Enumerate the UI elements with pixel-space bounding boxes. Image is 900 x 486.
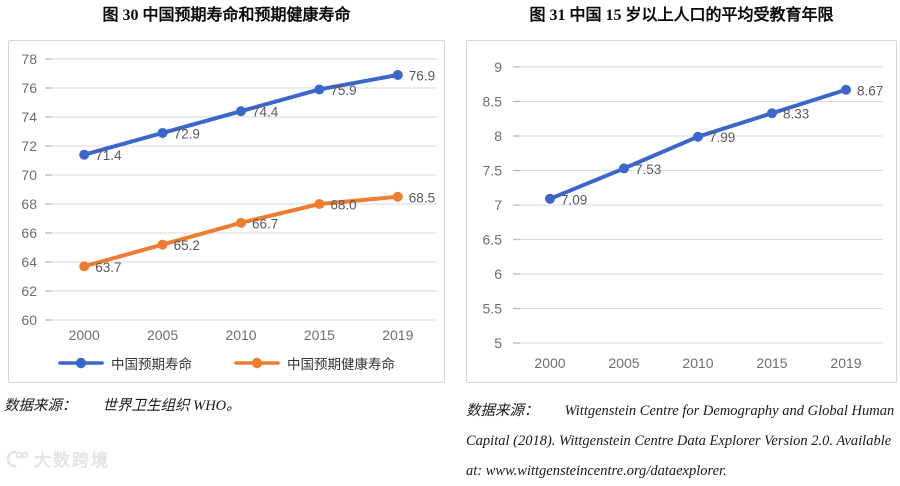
source-prefix: 数据来源： — [466, 403, 539, 419]
y-tick-label: 8.5 — [483, 94, 503, 110]
education-years-chart-frame: 9 8.5 8 7.5 7 6.5 6 5.5 5 2000 2005 2010 2015 2019 7.0… — [466, 40, 897, 383]
watermark-text: 大数跨境 — [34, 451, 110, 470]
source-prefix: 数据来源： — [4, 398, 77, 414]
data-point-label: 7.99 — [709, 130, 735, 145]
y-tick-label: 5 — [494, 335, 502, 351]
data-point-marker — [314, 84, 325, 95]
legend-item: 中国预期健康寿命 — [234, 353, 395, 373]
data-point-marker — [841, 84, 851, 95]
x-tick-label: 2015 — [756, 355, 787, 371]
watermark: 大数跨境 — [5, 446, 110, 471]
data-point-marker — [693, 131, 703, 142]
x-tick-label: 2015 — [304, 327, 335, 343]
data-point-label: 7.53 — [635, 162, 661, 177]
y-tick-label: 7 — [494, 197, 502, 213]
life-expectancy-line-chart: 78 76 74 72 70 68 66 64 62 60 2000 2005 2010 2015 2019… — [21, 51, 437, 343]
life-expectancy-chart-frame: 78 76 74 72 70 68 66 64 62 60 2000 2005 2010 2015 2019… — [8, 40, 445, 383]
source-text: 世界卫生组织 WHO。 — [102, 398, 241, 414]
data-point-marker — [314, 199, 325, 209]
data-point-label: 68.5 — [409, 190, 435, 205]
y-tick-label: 68 — [21, 196, 37, 212]
data-point-label: 76.9 — [409, 68, 435, 83]
data-point-marker — [767, 108, 777, 119]
x-tick-label: 2000 — [69, 327, 100, 343]
y-tick-label: 8 — [494, 128, 502, 144]
data-point-label: 72.9 — [174, 126, 200, 141]
figure-30: 图 30 中国预期寿命和预期健康寿命 78 76 74 72 70 68 66 64 62 60 2… — [4, 0, 445, 416]
figure-30-title: 图 30 中国预期寿命和预期健康寿命 — [102, 7, 351, 24]
y-tick-label: 70 — [21, 167, 37, 183]
figure-30-source: 数据来源： 世界卫生组织 WHO。 — [4, 396, 445, 416]
y-tick-label: 7.5 — [483, 163, 503, 179]
data-point-label: 68.0 — [330, 198, 356, 213]
data-point-label: 8.67 — [857, 83, 883, 98]
data-point-marker — [545, 193, 555, 204]
data-point-marker — [157, 239, 168, 250]
chart-legend: 中国预期寿命 中国预期健康寿命 — [9, 343, 444, 382]
data-point-marker — [619, 163, 629, 174]
y-tick-label: 64 — [21, 254, 37, 270]
data-point-marker — [236, 106, 246, 117]
legend-label: 中国预期寿命 — [111, 356, 192, 372]
y-tick-label: 76 — [21, 80, 37, 96]
x-tick-label: 2000 — [534, 355, 565, 371]
y-tick-label: 72 — [21, 138, 37, 154]
figure-31-source: 数据来源： Wittgenstein Centre for Demography … — [466, 396, 897, 486]
x-tick-label: 2005 — [147, 327, 178, 343]
y-tick-label: 74 — [21, 109, 37, 125]
education-years-line-chart: 9 8.5 8 7.5 7 6.5 6 5.5 5 2000 2005 2010 2015 2019 7.0… — [483, 59, 884, 371]
data-point-label: 71.4 — [95, 148, 122, 163]
dashukuajing-logo-icon — [6, 450, 29, 467]
y-tick-label: 6 — [494, 266, 502, 282]
y-tick-label: 9 — [494, 59, 502, 75]
x-tick-label: 2010 — [682, 355, 713, 371]
data-point-marker — [79, 261, 90, 272]
figure-31-title: 图 31 中国 15 岁以上人口的平均受教育年限 — [529, 7, 834, 24]
legend-marker-icon — [234, 357, 280, 368]
x-tick-label: 2019 — [830, 355, 861, 371]
legend-label: 中国预期健康寿命 — [287, 356, 395, 372]
data-point-marker — [236, 217, 246, 228]
y-tick-label: 78 — [21, 51, 37, 67]
data-point-label: 65.2 — [174, 238, 200, 253]
data-point-label: 63.7 — [95, 260, 121, 275]
data-point-label: 74.4 — [252, 105, 279, 120]
data-point-label: 7.09 — [561, 192, 587, 207]
x-tick-label: 2005 — [608, 355, 639, 371]
y-tick-label: 66 — [21, 225, 37, 241]
data-point-label: 66.7 — [252, 216, 278, 231]
y-tick-label: 60 — [21, 312, 37, 328]
data-point-marker — [392, 191, 403, 202]
y-tick-label: 6.5 — [483, 232, 503, 248]
data-point-marker — [157, 127, 168, 138]
legend-marker-icon — [58, 357, 104, 368]
data-point-label: 8.33 — [783, 107, 809, 122]
y-tick-label: 62 — [21, 283, 37, 299]
x-tick-label: 2010 — [225, 327, 256, 343]
x-tick-label: 2019 — [382, 327, 413, 343]
figure-31: 图 31 中国 15 岁以上人口的平均受教育年限 9 8.5 8 7.5 7 6.5 6 5.… — [466, 0, 897, 486]
data-point-label: 75.9 — [330, 83, 356, 98]
data-point-marker — [79, 149, 90, 160]
legend-item: 中国预期寿命 — [58, 353, 192, 373]
data-point-marker — [392, 69, 403, 80]
y-tick-label: 5.5 — [483, 301, 503, 317]
